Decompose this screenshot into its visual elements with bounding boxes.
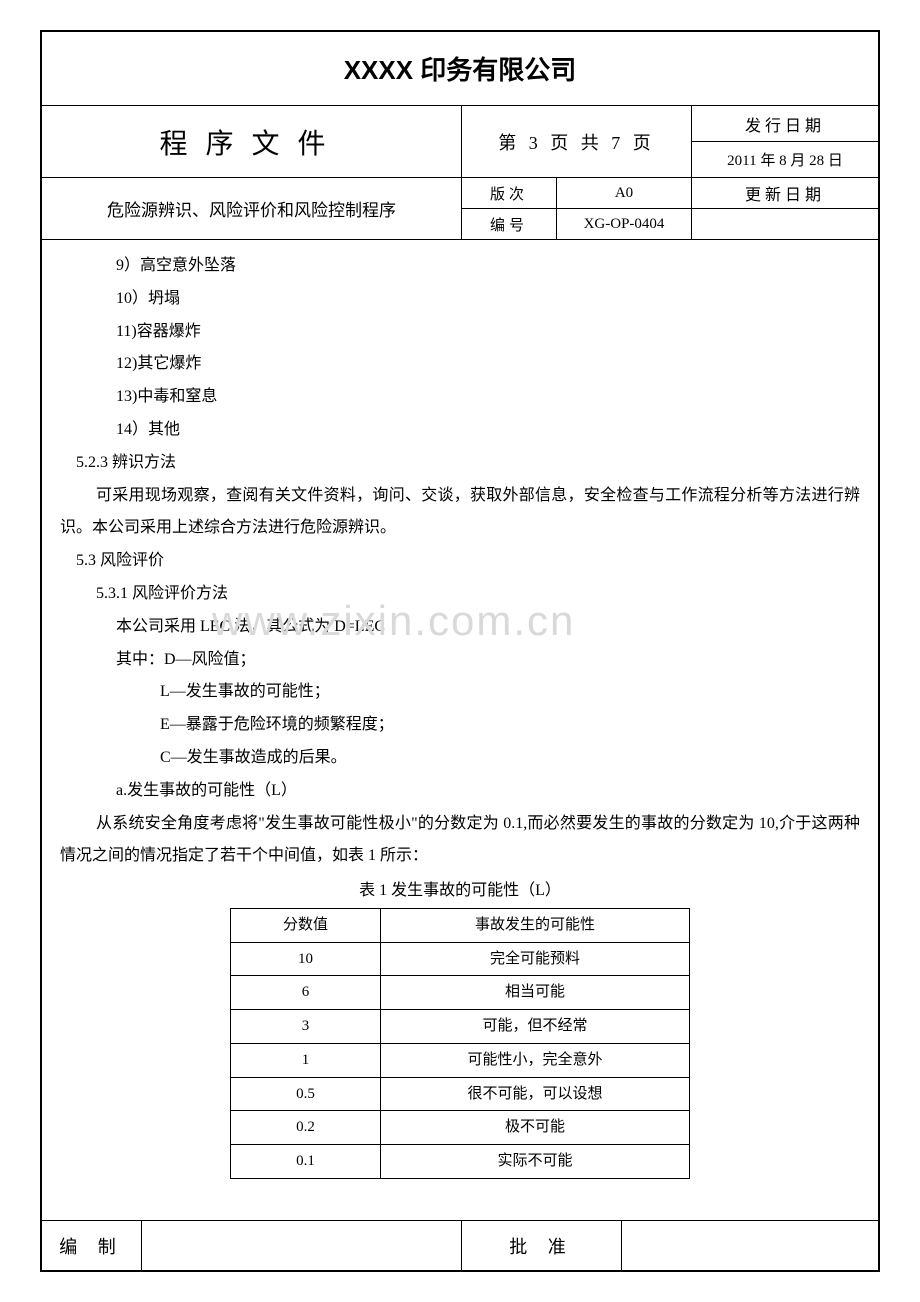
version-code-block: 版次 A0 编号 XG-OP-0404 xyxy=(462,178,692,239)
list-item: 14）其他 xyxy=(60,414,860,447)
table-cell: 0.5 xyxy=(231,1077,381,1111)
paragraph: C—发生事故造成的后果。 xyxy=(60,742,860,775)
footer-approve-value xyxy=(622,1221,878,1270)
doc-title: 危险源辨识、风险评价和风险控制程序 xyxy=(42,178,462,239)
section-heading: 5.2.3 辨识方法 xyxy=(60,447,860,480)
list-item: 12)其它爆炸 xyxy=(60,348,860,381)
list-item: 13)中毒和窒息 xyxy=(60,381,860,414)
table-cell: 相当可能 xyxy=(381,976,690,1010)
version-label: 版次 xyxy=(462,178,557,208)
table-cell: 6 xyxy=(231,976,381,1010)
table-cell: 很不可能，可以设想 xyxy=(381,1077,690,1111)
paragraph: 从系统安全角度考虑将"发生事故可能性极小"的分数定为 0.1,而必然要发生的事故… xyxy=(60,808,860,874)
table-cell: 0.2 xyxy=(231,1111,381,1145)
page-frame: XXXX 印务有限公司 程序文件 第 3 页 共 7 页 发行日期 2011 年… xyxy=(40,30,880,1272)
list-item: 9）高空意外坠落 xyxy=(60,250,860,283)
list-item: 10）坍塌 xyxy=(60,283,860,316)
company-title: XXXX 印务有限公司 xyxy=(42,32,878,106)
table-cell: 实际不可能 xyxy=(381,1145,690,1179)
header-row-2: 程序文件 第 3 页 共 7 页 发行日期 2011 年 8 月 28 日 xyxy=(42,106,878,178)
issue-date-block: 发行日期 2011 年 8 月 28 日 xyxy=(692,106,878,177)
table-cell: 可能性小，完全意外 xyxy=(381,1043,690,1077)
issue-date-label: 发行日期 xyxy=(692,106,878,142)
version-value: A0 xyxy=(557,178,691,208)
content-area: www.zixin.com.cn 9）高空意外坠落 10）坍塌 11)容器爆炸 … xyxy=(42,240,878,1179)
table-row: 0.1实际不可能 xyxy=(231,1145,690,1179)
footer-compile-value xyxy=(142,1221,462,1270)
issue-date-value: 2011 年 8 月 28 日 xyxy=(692,142,878,177)
update-date-block: 更新日期 xyxy=(692,178,878,239)
footer-approve-label: 批 准 xyxy=(462,1221,622,1270)
table-cell: 10 xyxy=(231,942,381,976)
code-value: XG-OP-0404 xyxy=(557,209,691,239)
paragraph: 其中：D—风险值； xyxy=(60,644,860,677)
table-header-row: 分数值 事故发生的可能性 xyxy=(231,908,690,942)
table-row: 0.5很不可能，可以设想 xyxy=(231,1077,690,1111)
table-cell: 0.1 xyxy=(231,1145,381,1179)
table-row: 10完全可能预料 xyxy=(231,942,690,976)
update-date-label: 更新日期 xyxy=(692,178,878,209)
table-cell: 可能，但不经常 xyxy=(381,1010,690,1044)
paragraph: 可采用现场观察，查阅有关文件资料，询问、交谈，获取外部信息，安全检查与工作流程分… xyxy=(60,480,860,546)
update-date-value xyxy=(692,209,878,239)
table-cell: 1 xyxy=(231,1043,381,1077)
code-label: 编号 xyxy=(462,209,557,239)
page-info: 第 3 页 共 7 页 xyxy=(462,106,692,177)
table-row: 3可能，但不经常 xyxy=(231,1010,690,1044)
list-item: 11)容器爆炸 xyxy=(60,316,860,349)
probability-table: 分数值 事故发生的可能性 10完全可能预料 6相当可能 3可能，但不经常 1可能… xyxy=(230,908,690,1179)
table-row: 1可能性小，完全意外 xyxy=(231,1043,690,1077)
table-header: 分数值 xyxy=(231,908,381,942)
paragraph: 本公司采用 LEC 法，其公式为 D=LEC xyxy=(60,611,860,644)
table-row: 0.2极不可能 xyxy=(231,1111,690,1145)
paragraph: a.发生事故的可能性（L） xyxy=(60,775,860,808)
section-heading: 5.3 风险评价 xyxy=(60,545,860,578)
table-header: 事故发生的可能性 xyxy=(381,908,690,942)
table-cell: 3 xyxy=(231,1010,381,1044)
table-row: 6相当可能 xyxy=(231,976,690,1010)
footer-compile-label: 编 制 xyxy=(42,1221,142,1270)
paragraph: L—发生事故的可能性； xyxy=(60,676,860,709)
table-cell: 完全可能预料 xyxy=(381,942,690,976)
table-cell: 极不可能 xyxy=(381,1111,690,1145)
footer-row: 编 制 批 准 xyxy=(42,1220,878,1270)
doc-type: 程序文件 xyxy=(42,106,462,177)
header-row-3: 危险源辨识、风险评价和风险控制程序 版次 A0 编号 XG-OP-0404 更新… xyxy=(42,178,878,240)
table-caption: 表 1 发生事故的可能性（L） xyxy=(60,875,860,908)
paragraph: E—暴露于危险环境的频繁程度； xyxy=(60,709,860,742)
subsection-heading: 5.3.1 风险评价方法 xyxy=(60,578,860,611)
